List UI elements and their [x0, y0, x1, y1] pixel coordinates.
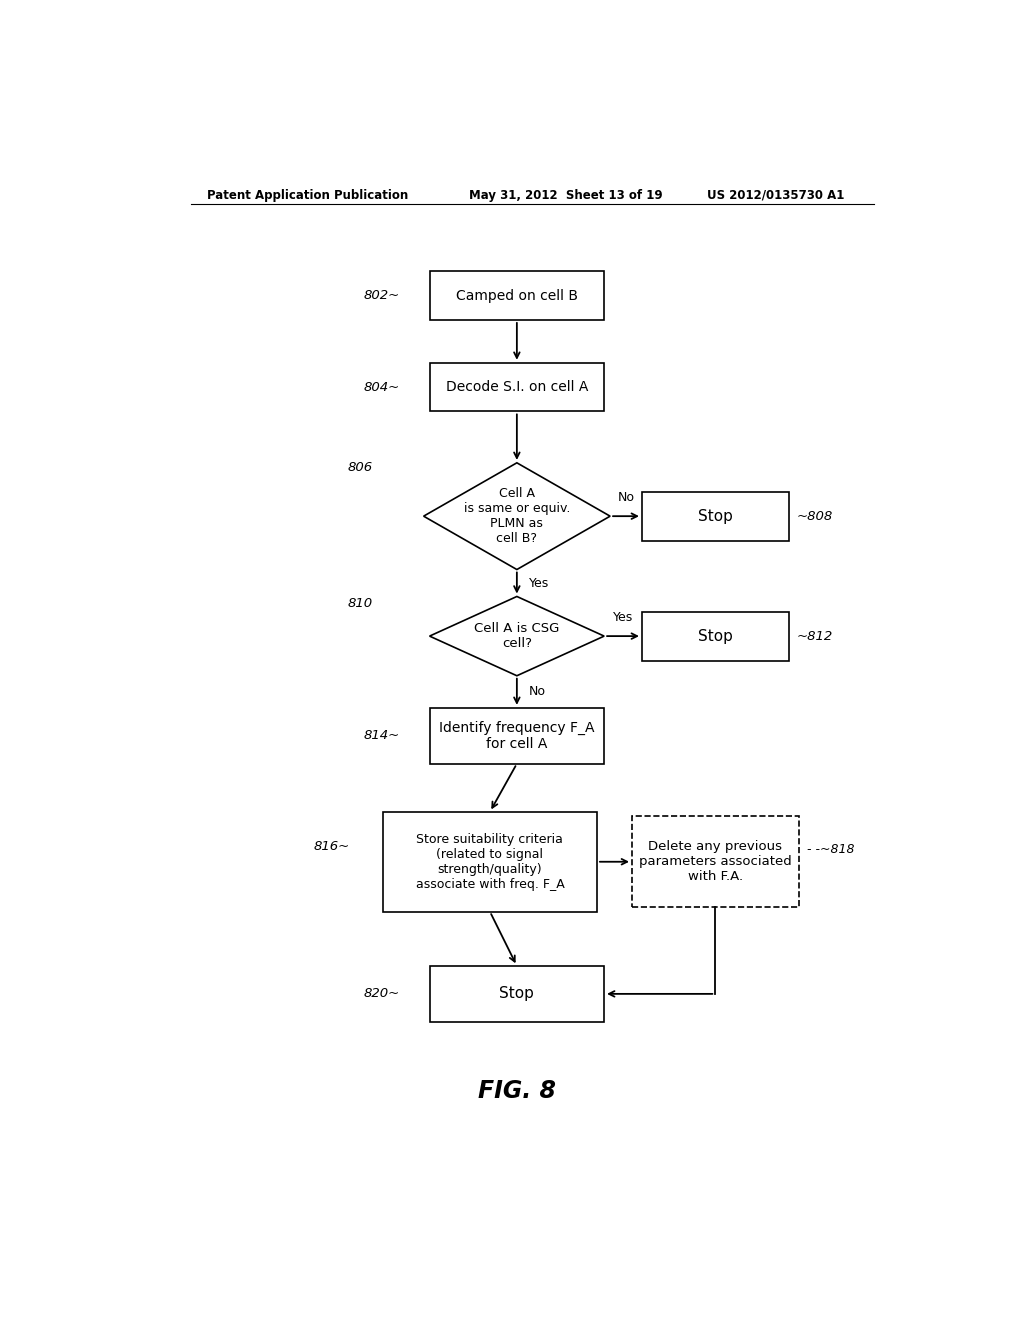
Text: 814~: 814~ — [364, 729, 399, 742]
Text: Camped on cell B: Camped on cell B — [456, 289, 578, 302]
Text: Delete any previous
parameters associated
with F.A.: Delete any previous parameters associate… — [639, 841, 792, 883]
Text: Identify frequency F_A
for cell A: Identify frequency F_A for cell A — [439, 721, 595, 751]
Text: Stop: Stop — [697, 628, 733, 644]
Text: Yes: Yes — [613, 611, 633, 624]
FancyBboxPatch shape — [430, 966, 604, 1022]
Text: Stop: Stop — [500, 986, 535, 1002]
Text: Yes: Yes — [528, 577, 549, 590]
Text: Store suitability criteria
(related to signal
strength/quality)
associate with f: Store suitability criteria (related to s… — [416, 833, 564, 891]
Text: May 31, 2012  Sheet 13 of 19: May 31, 2012 Sheet 13 of 19 — [469, 189, 663, 202]
FancyBboxPatch shape — [430, 271, 604, 319]
Text: - -~818: - -~818 — [807, 843, 855, 857]
Text: 820~: 820~ — [364, 987, 399, 1001]
Text: 806: 806 — [347, 461, 373, 474]
FancyBboxPatch shape — [383, 812, 597, 912]
Text: No: No — [617, 491, 635, 504]
Text: 804~: 804~ — [364, 380, 399, 393]
Text: Patent Application Publication: Patent Application Publication — [207, 189, 409, 202]
Text: ~812: ~812 — [797, 630, 833, 643]
Text: ~808: ~808 — [797, 510, 833, 523]
Polygon shape — [430, 597, 604, 676]
Text: Stop: Stop — [697, 508, 733, 524]
Text: No: No — [528, 685, 546, 698]
FancyBboxPatch shape — [642, 492, 788, 541]
FancyBboxPatch shape — [632, 816, 799, 907]
Polygon shape — [424, 463, 610, 569]
FancyBboxPatch shape — [642, 611, 788, 660]
Text: Cell A
is same or equiv.
PLMN as
cell B?: Cell A is same or equiv. PLMN as cell B? — [464, 487, 570, 545]
FancyBboxPatch shape — [430, 708, 604, 764]
Text: US 2012/0135730 A1: US 2012/0135730 A1 — [708, 189, 845, 202]
Text: 816~: 816~ — [314, 840, 350, 853]
Text: Cell A is CSG
cell?: Cell A is CSG cell? — [474, 622, 559, 651]
Text: 810: 810 — [347, 597, 373, 610]
Text: FIG. 8: FIG. 8 — [478, 1080, 556, 1104]
Text: 802~: 802~ — [364, 289, 399, 302]
FancyBboxPatch shape — [430, 363, 604, 412]
Text: Decode S.I. on cell A: Decode S.I. on cell A — [445, 380, 588, 395]
